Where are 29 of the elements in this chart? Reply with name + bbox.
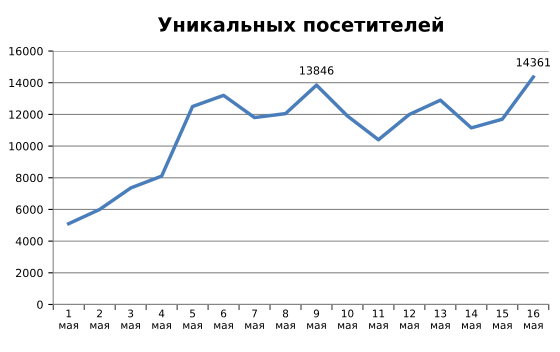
y-tick-label: 8000 — [16, 174, 43, 182]
x-tick-label: 1 мая — [59, 310, 78, 330]
y-tick-label: 16000 — [9, 47, 43, 56]
y-tick-label: 10000 — [9, 142, 43, 150]
x-tick-label: 7 мая — [245, 310, 264, 330]
y-tick-label: 12000 — [9, 110, 43, 119]
x-tick-label: 6 мая — [214, 310, 233, 330]
y-tick-label: 0 — [37, 300, 43, 309]
x-tick-label: 4 мая — [152, 310, 171, 330]
x-tick-label: 2 мая — [90, 310, 110, 330]
y-tick-label: 2000 — [16, 268, 43, 278]
y-tick-label: 4000 — [16, 237, 43, 246]
x-tick-label: 14 мая — [462, 310, 481, 330]
x-tick-label: 15 мая — [493, 310, 512, 330]
x-tick-label: 11 мая — [369, 310, 388, 330]
x-tick-label: 16 мая — [524, 310, 543, 330]
x-tick-label: 8 мая — [276, 310, 295, 330]
chart-title: Уникальных посетителей — [158, 16, 443, 32]
data-label: 13846 — [300, 66, 334, 75]
data-label: 14361 — [516, 58, 550, 67]
x-tick-label: 5 мая — [183, 310, 202, 330]
line-series — [66, 75, 536, 226]
x-tick-label: 3 мая — [121, 310, 140, 330]
x-tick-label: 13 мая — [431, 310, 450, 330]
y-tick-label: 14000 — [9, 78, 43, 88]
x-tick-label: 10 мая — [338, 310, 357, 330]
y-tick-label: 6000 — [16, 205, 43, 214]
x-tick-label: 12 мая — [400, 310, 419, 330]
x-tick-label: 9 мая — [307, 310, 326, 330]
